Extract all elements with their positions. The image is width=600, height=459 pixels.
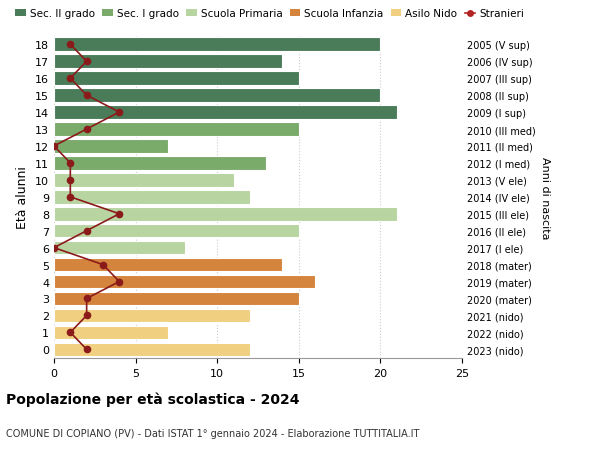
Bar bbox=[54, 258, 283, 272]
Bar bbox=[54, 72, 299, 86]
Bar bbox=[54, 56, 283, 69]
Bar bbox=[54, 224, 299, 238]
Bar bbox=[54, 89, 380, 103]
Bar bbox=[54, 39, 380, 52]
Bar bbox=[54, 241, 185, 255]
Bar bbox=[54, 174, 233, 187]
Bar bbox=[54, 123, 299, 136]
Bar bbox=[54, 343, 250, 356]
Bar bbox=[54, 190, 250, 204]
Bar bbox=[54, 157, 266, 170]
Bar bbox=[54, 140, 168, 153]
Text: COMUNE DI COPIANO (PV) - Dati ISTAT 1° gennaio 2024 - Elaborazione TUTTITALIA.IT: COMUNE DI COPIANO (PV) - Dati ISTAT 1° g… bbox=[6, 428, 419, 438]
Y-axis label: Anni di nascita: Anni di nascita bbox=[539, 156, 550, 239]
Legend: Sec. II grado, Sec. I grado, Scuola Primaria, Scuola Infanzia, Asilo Nido, Stran: Sec. II grado, Sec. I grado, Scuola Prim… bbox=[11, 5, 529, 23]
Y-axis label: Età alunni: Età alunni bbox=[16, 166, 29, 229]
Bar bbox=[54, 309, 250, 323]
Bar bbox=[54, 292, 299, 306]
Bar bbox=[54, 207, 397, 221]
Text: Popolazione per età scolastica - 2024: Popolazione per età scolastica - 2024 bbox=[6, 392, 299, 406]
Bar bbox=[54, 275, 315, 289]
Bar bbox=[54, 106, 397, 120]
Bar bbox=[54, 326, 168, 339]
